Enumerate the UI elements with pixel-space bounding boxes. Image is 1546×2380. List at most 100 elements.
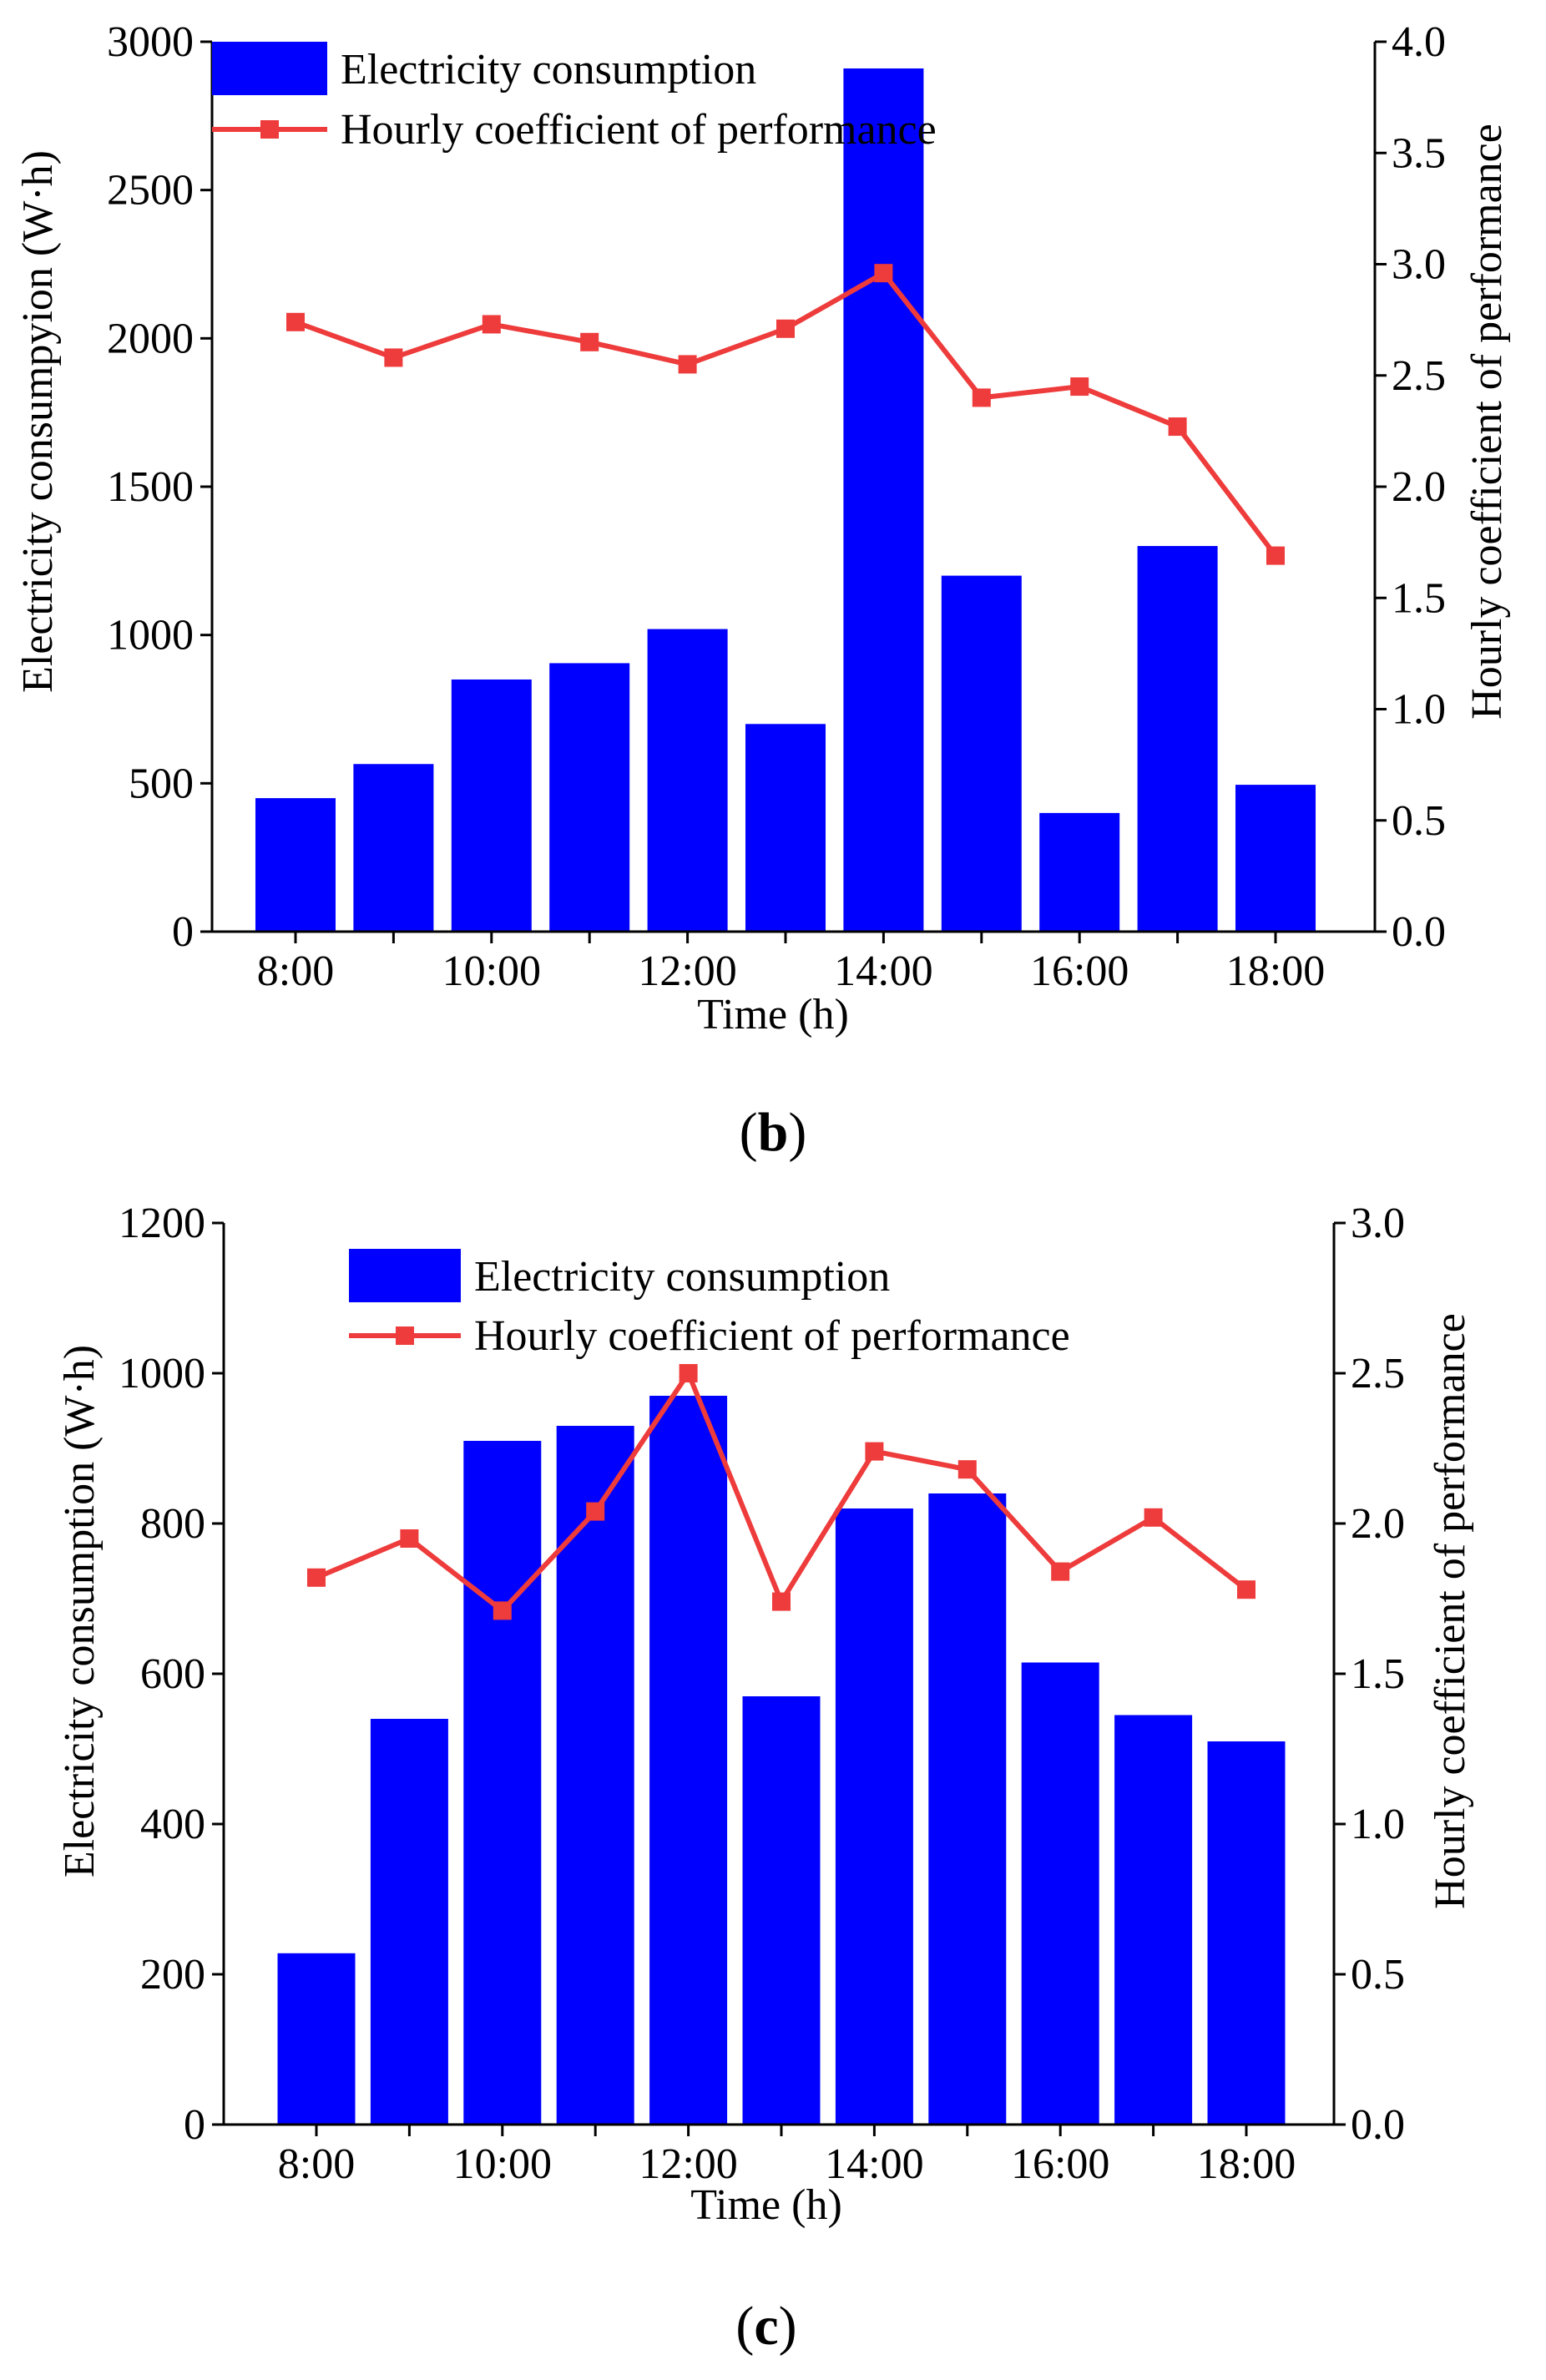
cop-line-c bbox=[307, 1364, 1255, 1620]
legend-line-marker-c bbox=[396, 1326, 414, 1345]
legend-b: Electricity consumption Hourly coefficie… bbox=[212, 42, 937, 154]
right-y-tick-label-c: 1.0 bbox=[1351, 1801, 1405, 1848]
bar-b-1200 bbox=[647, 629, 728, 932]
legend-line-label-c: Hourly coefficient of performance bbox=[474, 1312, 1070, 1360]
bar-c-1300 bbox=[742, 1696, 821, 2125]
x-tick-label-b-800: 8:00 bbox=[257, 947, 334, 995]
right-y-tick-label-b: 2.0 bbox=[1392, 463, 1446, 511]
bar-b-1600 bbox=[1039, 812, 1120, 932]
right-y-tick-label-b: 2.5 bbox=[1392, 352, 1446, 400]
bar-b-1000 bbox=[451, 679, 532, 932]
legend-bar-swatch-b bbox=[212, 42, 327, 95]
bars-c bbox=[277, 1396, 1286, 2125]
left-y-tick-label-c: 1000 bbox=[119, 1350, 205, 1397]
bar-b-1300 bbox=[745, 724, 826, 932]
bar-b-1700 bbox=[1137, 546, 1218, 932]
x-tick-label-b-1600: 16:00 bbox=[1030, 947, 1129, 995]
x-tick-label-b-1400: 14:00 bbox=[834, 947, 932, 995]
left-y-tick-label-c: 800 bbox=[140, 1500, 205, 1548]
right-y-ticks-c: 0.0 0.5 1.0 1.5 2.0 2.5 3.0 bbox=[1334, 1200, 1405, 2149]
bar-b-1400 bbox=[843, 68, 924, 932]
bar-c-1800 bbox=[1207, 1741, 1286, 2125]
cop-point-c-1200 bbox=[679, 1364, 698, 1382]
y2-axis-title-b: Hourly coefficient of performance bbox=[1463, 124, 1511, 720]
bar-b-800 bbox=[255, 798, 336, 932]
bar-c-1500 bbox=[928, 1493, 1007, 2125]
cop-point-b-1500 bbox=[972, 388, 991, 407]
left-y-tick-label-b: 1000 bbox=[107, 612, 194, 659]
panel-label-letter-c: c bbox=[754, 2296, 778, 2357]
cop-point-b-900 bbox=[384, 348, 403, 367]
cop-point-b-1200 bbox=[678, 355, 697, 374]
cop-point-b-1700 bbox=[1168, 417, 1187, 437]
bar-c-900 bbox=[370, 1719, 448, 2125]
legend-line-marker-b bbox=[260, 120, 279, 139]
left-y-tick-label-c: 400 bbox=[140, 1801, 205, 1848]
bar-b-1800 bbox=[1235, 785, 1316, 932]
x-ticks-c: 8:00 10:00 12:00 14:00 16:00 18:00 bbox=[278, 2125, 1296, 2188]
panel-label-open-b: ( bbox=[740, 1102, 758, 1163]
left-y-tick-label-c: 1200 bbox=[119, 1200, 205, 1247]
cop-point-b-1800 bbox=[1266, 546, 1285, 565]
legend-bar-label-b: Electricity consumption bbox=[341, 46, 756, 93]
x-tick-label-b-1200: 12:00 bbox=[638, 947, 736, 995]
left-y-tick-label-b: 2500 bbox=[107, 167, 194, 215]
x-axis-title-b: Time (h) bbox=[697, 991, 849, 1038]
panel-label-close-c: ) bbox=[779, 2296, 797, 2357]
x-tick-label-c-1200: 12:00 bbox=[639, 2140, 737, 2188]
right-y-ticks-b: 0.0 0.5 1.0 1.5 2.0 2.5 3.0 3.5 4.0 bbox=[1375, 18, 1446, 956]
left-y-ticks-c: 0 200 400 600 800 1000 1200 bbox=[119, 1200, 224, 2149]
y-axis-title-b: Electricity consumpyion (W·h) bbox=[14, 150, 62, 693]
left-y-ticks-b: 0 500 1000 1500 2000 2500 3000 bbox=[107, 18, 212, 956]
panel-label-letter-b: b bbox=[758, 1102, 789, 1163]
left-y-tick-label-c: 600 bbox=[140, 1650, 205, 1698]
x-tick-label-c-1000: 10:00 bbox=[453, 2140, 552, 2188]
right-y-tick-label-c: 0.5 bbox=[1351, 1951, 1405, 1998]
legend-line-label-b: Hourly coefficient of performance bbox=[341, 106, 937, 154]
x-tick-label-c-1600: 16:00 bbox=[1011, 2140, 1109, 2188]
cop-point-b-1600 bbox=[1070, 377, 1089, 397]
right-y-tick-label-b: 1.5 bbox=[1392, 574, 1446, 622]
x-tick-label-c-800: 8:00 bbox=[278, 2140, 355, 2188]
bar-c-800 bbox=[277, 1953, 356, 2125]
right-y-tick-label-c: 2.5 bbox=[1351, 1350, 1405, 1397]
bar-c-1200 bbox=[649, 1396, 728, 2125]
cop-point-c-900 bbox=[400, 1529, 419, 1548]
panel-label-c: (c) bbox=[735, 2296, 796, 2357]
bar-b-1500 bbox=[941, 575, 1022, 932]
bar-b-1100 bbox=[549, 663, 630, 932]
right-y-tick-label-c: 2.0 bbox=[1351, 1500, 1405, 1548]
panel-label-close-b: ) bbox=[788, 1102, 806, 1163]
cop-line-b bbox=[286, 264, 1285, 565]
cop-point-c-1800 bbox=[1237, 1580, 1255, 1599]
bar-c-1000 bbox=[463, 1441, 542, 2125]
bar-c-1700 bbox=[1114, 1715, 1193, 2125]
chart-panel-c: 0 200 400 600 800 1000 1200 0.0 0.5 1.0 1.5 2.0 2.5… bbox=[56, 1200, 1474, 2357]
x-tick-label-b-1800: 18:00 bbox=[1226, 947, 1325, 995]
left-y-tick-label-b: 0 bbox=[172, 908, 194, 956]
panel-label-open-c: ( bbox=[735, 2296, 754, 2357]
left-y-tick-label-b: 3000 bbox=[107, 18, 194, 66]
right-y-tick-label-c: 1.5 bbox=[1351, 1650, 1405, 1698]
cop-point-c-1600 bbox=[1051, 1562, 1070, 1581]
cop-point-c-1700 bbox=[1144, 1508, 1163, 1527]
right-y-tick-label-b: 0.0 bbox=[1392, 908, 1446, 956]
legend-bar-swatch-c bbox=[349, 1249, 461, 1302]
right-y-tick-label-b: 3.0 bbox=[1392, 241, 1446, 289]
right-y-tick-label-b: 4.0 bbox=[1392, 18, 1446, 66]
x-tick-label-c-1400: 14:00 bbox=[825, 2140, 923, 2188]
cop-polyline-c bbox=[315, 1371, 1248, 1614]
x-tick-label-c-1800: 18:00 bbox=[1197, 2140, 1296, 2188]
left-y-tick-label-c: 200 bbox=[140, 1951, 205, 1998]
cop-point-c-1400 bbox=[865, 1442, 884, 1461]
cop-point-b-800 bbox=[286, 312, 305, 331]
bar-c-1600 bbox=[1021, 1662, 1099, 2125]
right-y-tick-label-b: 0.5 bbox=[1392, 797, 1446, 845]
cop-point-b-1300 bbox=[776, 319, 795, 338]
cop-point-c-1300 bbox=[772, 1592, 791, 1611]
cop-point-b-1400 bbox=[874, 264, 893, 283]
right-y-tick-label-b: 1.0 bbox=[1392, 686, 1446, 734]
left-y-tick-label-c: 0 bbox=[184, 2101, 205, 2149]
